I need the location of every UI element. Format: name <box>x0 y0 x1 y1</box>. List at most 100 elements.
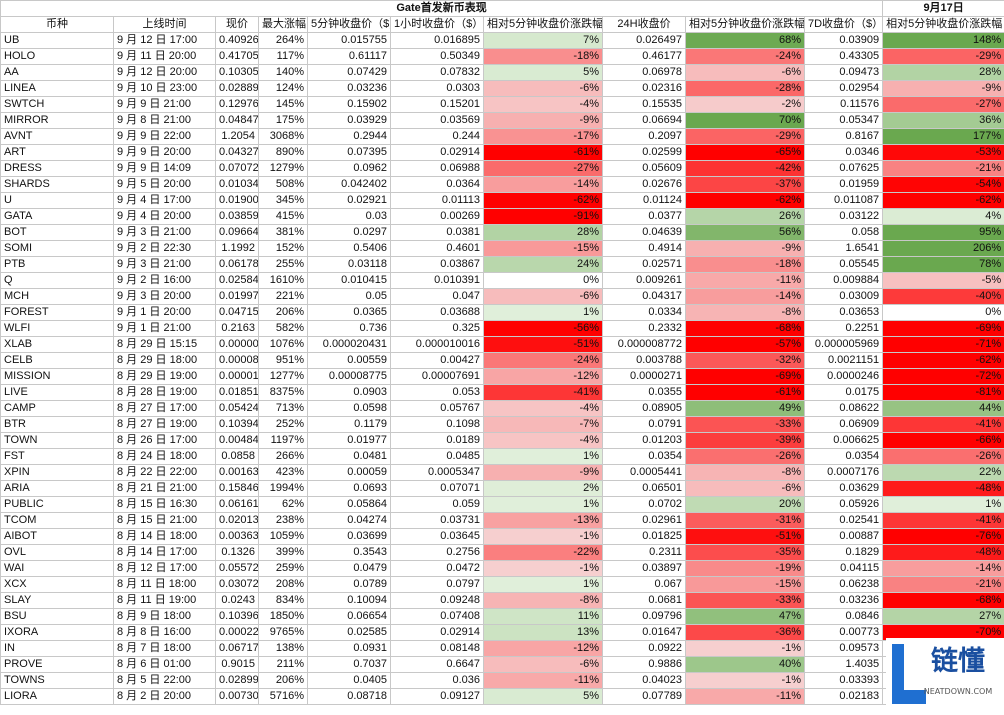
value-cell: 0.03569 <box>391 113 484 129</box>
value-cell: 0.06178 <box>216 257 259 273</box>
value-cell: 0.07395 <box>308 145 391 161</box>
change-cell: -51% <box>686 529 805 545</box>
value-cell: 0.000020431 <box>308 337 391 353</box>
value-cell: 0.244 <box>391 129 484 145</box>
value-cell: 1994% <box>259 481 308 497</box>
value-cell: 0.1326 <box>216 545 259 561</box>
launch-time: 8 月 29 日 15:15 <box>114 337 216 353</box>
value-cell: 252% <box>259 417 308 433</box>
launch-time: 8 月 12 日 17:00 <box>114 561 216 577</box>
token-name: Q <box>1 273 114 289</box>
value-cell: 0.06909 <box>805 417 883 433</box>
value-cell: 1279% <box>259 161 308 177</box>
column-header: 相对5分钟收盘价涨跌幅 <box>883 17 1004 33</box>
column-header: 24H收盘价 <box>603 17 686 33</box>
token-name: MIRROR <box>1 113 114 129</box>
token-name: OVL <box>1 545 114 561</box>
launch-time: 9 月 5 日 20:00 <box>114 177 216 193</box>
value-cell: 0.07408 <box>391 609 484 625</box>
value-cell: 0.03909 <box>805 33 883 49</box>
value-cell: 0.06238 <box>805 577 883 593</box>
value-cell: 0.40926 <box>216 33 259 49</box>
token-name: HOLO <box>1 49 114 65</box>
value-cell: 0.04715 <box>216 305 259 321</box>
token-name: GATA <box>1 209 114 225</box>
value-cell: 0.03731 <box>391 513 484 529</box>
change-cell: -7% <box>484 417 603 433</box>
change-cell: 5% <box>484 65 603 81</box>
change-cell: -2% <box>686 97 805 113</box>
change-cell: -66% <box>883 433 1004 449</box>
change-cell: 28% <box>883 65 1004 81</box>
change-cell: -51% <box>484 337 603 353</box>
change-cell: 206% <box>883 241 1004 257</box>
change-cell: 11% <box>484 609 603 625</box>
date-header: 9月17日 <box>883 1 1004 17</box>
value-cell: 0.00007691 <box>391 369 484 385</box>
launch-time: 9 月 1 日 20:00 <box>114 305 216 321</box>
value-cell: 0.0381 <box>391 225 484 241</box>
value-cell: 0.15535 <box>603 97 686 113</box>
value-cell: 138% <box>259 641 308 657</box>
change-cell: -15% <box>484 241 603 257</box>
sheet-title: Gate首发新币表现 <box>1 1 883 17</box>
value-cell: 0.0005347 <box>391 465 484 481</box>
value-cell: 0.05545 <box>805 257 883 273</box>
change-cell: -54% <box>883 177 1004 193</box>
value-cell: 0.03393 <box>805 673 883 689</box>
value-cell: 0.05767 <box>391 401 484 417</box>
value-cell: 0.0000271 <box>603 369 686 385</box>
change-cell: -39% <box>686 433 805 449</box>
value-cell: 399% <box>259 545 308 561</box>
value-cell: 0.03929 <box>308 113 391 129</box>
token-name: ART <box>1 145 114 161</box>
token-name: BSU <box>1 609 114 625</box>
value-cell: 0.00000441 <box>216 337 259 353</box>
value-cell: 0.07832 <box>391 65 484 81</box>
launch-time: 8 月 26 日 17:00 <box>114 433 216 449</box>
value-cell: 0.00001086 <box>216 369 259 385</box>
change-cell: -48% <box>883 481 1004 497</box>
change-cell: -21% <box>883 161 1004 177</box>
change-cell: -22% <box>484 545 603 561</box>
change-cell: -9% <box>484 113 603 129</box>
value-cell: 0.0355 <box>603 385 686 401</box>
change-cell: 1% <box>484 577 603 593</box>
value-cell: 0.10094 <box>308 593 391 609</box>
value-cell: 582% <box>259 321 308 337</box>
change-cell: -11% <box>686 273 805 289</box>
value-cell: 124% <box>259 81 308 97</box>
value-cell: 266% <box>259 449 308 465</box>
change-cell: -9% <box>484 465 603 481</box>
change-cell: -8% <box>686 465 805 481</box>
change-cell: -13% <box>484 513 603 529</box>
value-cell: 0.006625 <box>805 433 883 449</box>
value-cell: 423% <box>259 465 308 481</box>
value-cell: 0.0007176 <box>805 465 883 481</box>
launch-time: 8 月 29 日 18:00 <box>114 353 216 369</box>
change-cell: 2% <box>484 481 603 497</box>
value-cell: 0.10394 <box>216 417 259 433</box>
change-cell: -14% <box>484 177 603 193</box>
value-cell: 951% <box>259 353 308 369</box>
change-cell: -8% <box>686 305 805 321</box>
launch-time: 9 月 12 日 20:00 <box>114 65 216 81</box>
change-cell: -65% <box>686 145 805 161</box>
token-name: TCOM <box>1 513 114 529</box>
launch-time: 9 月 9 日 20:00 <box>114 145 216 161</box>
change-cell: -9% <box>883 81 1004 97</box>
value-cell: 0.02676 <box>603 177 686 193</box>
change-cell: -48% <box>883 545 1004 561</box>
logo-name: 链懂 <box>931 645 985 677</box>
value-cell: 0.0962 <box>308 161 391 177</box>
value-cell: 5716% <box>259 689 308 705</box>
value-cell: 0.04274 <box>308 513 391 529</box>
value-cell: 0.07429 <box>308 65 391 81</box>
value-cell: 255% <box>259 257 308 273</box>
